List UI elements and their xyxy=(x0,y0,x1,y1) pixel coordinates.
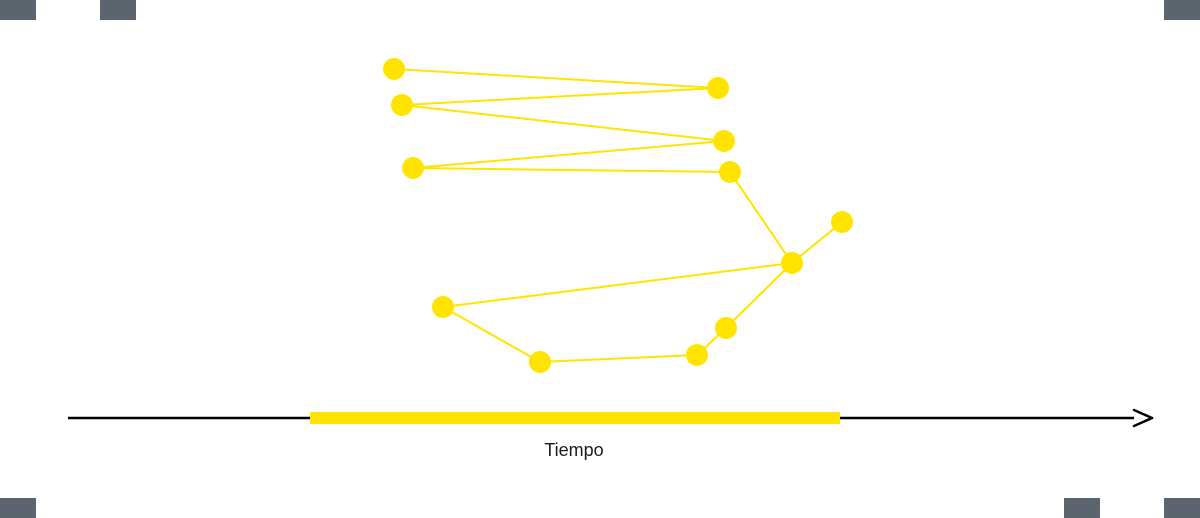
edge xyxy=(413,141,724,168)
edge xyxy=(402,88,718,105)
corner-mark xyxy=(1164,0,1200,20)
edge xyxy=(413,168,730,172)
edge xyxy=(443,307,540,362)
node xyxy=(402,157,424,179)
axis-arrowhead-bottom xyxy=(1134,418,1152,426)
node xyxy=(529,351,551,373)
node xyxy=(781,252,803,274)
corner-mark xyxy=(0,0,36,20)
node xyxy=(432,296,454,318)
edge xyxy=(540,355,697,362)
nodes-group xyxy=(383,58,853,373)
node xyxy=(713,130,735,152)
node xyxy=(719,161,741,183)
corner-mark xyxy=(1064,498,1100,518)
node xyxy=(831,211,853,233)
node xyxy=(707,77,729,99)
node xyxy=(383,58,405,80)
corner-mark xyxy=(1164,498,1200,518)
edge xyxy=(730,172,792,263)
axis-label-tiempo: Tiempo xyxy=(544,440,603,461)
edge xyxy=(394,69,718,88)
node xyxy=(391,94,413,116)
node xyxy=(715,317,737,339)
edge xyxy=(402,105,724,141)
corner-mark xyxy=(100,0,136,20)
edges-group xyxy=(394,69,842,362)
axis-arrowhead-top xyxy=(1134,410,1152,418)
node xyxy=(686,344,708,366)
edge xyxy=(443,263,792,307)
corner-mark xyxy=(0,498,36,518)
edge xyxy=(726,263,792,328)
